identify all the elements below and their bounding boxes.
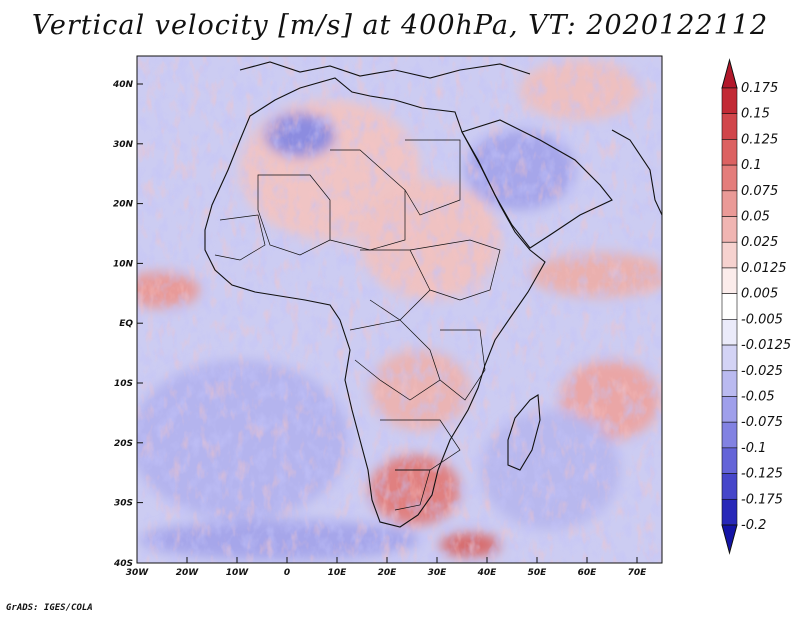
colorbar-swatch xyxy=(721,164,738,192)
colorbar-level-label: 0.075 xyxy=(741,184,778,199)
colorbar-swatch xyxy=(721,113,738,140)
colorbar-level-label: -0.05 xyxy=(741,389,775,404)
grads-credit: GrADS: IGES/COLA xyxy=(6,603,93,613)
colorbar-level-label: 0.125 xyxy=(741,132,778,147)
colorbar-swatch xyxy=(721,473,738,500)
colorbar-level-label: 0.15 xyxy=(741,107,770,122)
lon-label: 70E xyxy=(628,568,648,578)
lon-label: 10W xyxy=(226,568,250,578)
lon-label: 30W xyxy=(126,568,150,578)
colorbar-swatch xyxy=(721,190,738,217)
lon-label: 60E xyxy=(578,568,598,578)
lat-label: 40S xyxy=(113,559,133,569)
colorbar-swatch xyxy=(721,319,738,346)
colorbar-level-label: 0.005 xyxy=(741,287,778,302)
colorbar-swatch xyxy=(721,421,738,449)
lon-label: 20E xyxy=(378,568,398,578)
colorbar-min-triangle xyxy=(721,524,738,555)
lon-label: 50E xyxy=(528,568,548,578)
lat-label: 20N xyxy=(113,200,134,210)
colorbar-level-label: -0.2 xyxy=(741,518,766,533)
lat-label: EQ xyxy=(119,319,133,329)
colorbar-level-label: 0.175 xyxy=(741,81,778,96)
colorbar-swatch xyxy=(721,447,738,474)
colorbar-level-label: -0.005 xyxy=(741,312,783,327)
colorbar-swatch xyxy=(721,241,738,269)
coastlines xyxy=(204,61,663,528)
colorbar-level-label: 0.05 xyxy=(741,210,770,225)
arabia-coastline xyxy=(461,119,613,249)
colorbar-swatch xyxy=(721,216,738,243)
colorbar-level-label: 0.0125 xyxy=(741,261,787,276)
colorbar-level-label: -0.025 xyxy=(741,364,783,379)
india-coastline xyxy=(611,129,663,216)
chart-title: Vertical velocity [m/s] at 400hPa, VT: 2… xyxy=(31,10,769,41)
colorbar-level-label: 0.1 xyxy=(741,158,762,173)
colorbar-swatch xyxy=(721,293,738,320)
velocity-field xyxy=(137,56,662,563)
lat-label: 20S xyxy=(114,439,133,449)
colorbar-level-label: -0.175 xyxy=(741,492,783,507)
lon-label: 0 xyxy=(284,568,290,578)
colorbar-swatch xyxy=(721,370,738,397)
europe-coastline xyxy=(239,61,531,79)
lat-label: 40N xyxy=(112,80,134,90)
colorbar-level-label: 0.025 xyxy=(741,235,778,250)
africa-coastline xyxy=(204,77,546,528)
colorbar-max-triangle xyxy=(721,58,738,89)
colorbar-swatch xyxy=(721,87,738,115)
lat-label: 30N xyxy=(113,140,134,150)
colorbar-swatch xyxy=(721,267,738,294)
colorbar-level-label: -0.125 xyxy=(741,467,783,482)
lat-label: 10S xyxy=(114,379,133,389)
colorbar-swatch xyxy=(721,396,738,423)
colorbar-swatch xyxy=(721,498,738,526)
madagascar-coastline xyxy=(507,394,541,471)
lat-label: 30S xyxy=(114,499,133,509)
colorbar-level-label: -0.075 xyxy=(741,415,783,430)
colorbar-level-label: -0.0125 xyxy=(741,338,791,353)
lat-label: 10N xyxy=(113,259,134,269)
lon-label: 40E xyxy=(477,568,498,578)
lon-label: 20W xyxy=(176,568,200,578)
lon-label: 30E xyxy=(428,568,448,578)
colorbar-swatch xyxy=(721,344,738,372)
country-borders xyxy=(214,139,501,511)
colorbar-swatch xyxy=(721,139,738,166)
colorbar-level-label: -0.1 xyxy=(741,441,766,456)
lon-label: 10E xyxy=(328,568,348,578)
map-frame xyxy=(136,55,663,564)
